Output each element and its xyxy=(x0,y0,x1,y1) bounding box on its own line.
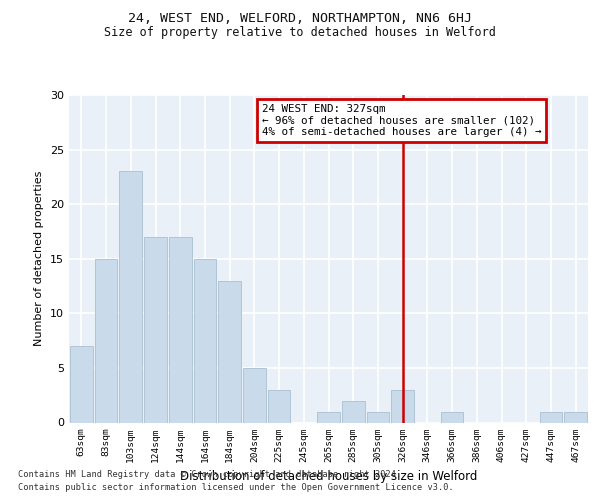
Bar xyxy=(70,346,93,422)
Bar xyxy=(218,280,241,422)
Text: Contains public sector information licensed under the Open Government Licence v3: Contains public sector information licen… xyxy=(18,482,454,492)
Bar xyxy=(317,412,340,422)
Bar xyxy=(95,259,118,422)
Bar xyxy=(169,237,191,422)
Bar xyxy=(194,259,216,422)
Bar xyxy=(268,390,290,422)
Bar xyxy=(144,237,167,422)
Text: Size of property relative to detached houses in Welford: Size of property relative to detached ho… xyxy=(104,26,496,39)
Bar xyxy=(441,412,463,422)
Text: Contains HM Land Registry data © Crown copyright and database right 2024.: Contains HM Land Registry data © Crown c… xyxy=(18,470,401,479)
Bar xyxy=(539,412,562,422)
Bar xyxy=(243,368,266,422)
Bar xyxy=(391,390,414,422)
Bar xyxy=(564,412,587,422)
Y-axis label: Number of detached properties: Number of detached properties xyxy=(34,171,44,346)
Text: 24 WEST END: 327sqm
← 96% of detached houses are smaller (102)
4% of semi-detach: 24 WEST END: 327sqm ← 96% of detached ho… xyxy=(262,104,541,137)
X-axis label: Distribution of detached houses by size in Welford: Distribution of detached houses by size … xyxy=(180,470,477,483)
Bar xyxy=(367,412,389,422)
Bar xyxy=(342,400,365,422)
Bar xyxy=(119,172,142,422)
Text: 24, WEST END, WELFORD, NORTHAMPTON, NN6 6HJ: 24, WEST END, WELFORD, NORTHAMPTON, NN6 … xyxy=(128,12,472,26)
